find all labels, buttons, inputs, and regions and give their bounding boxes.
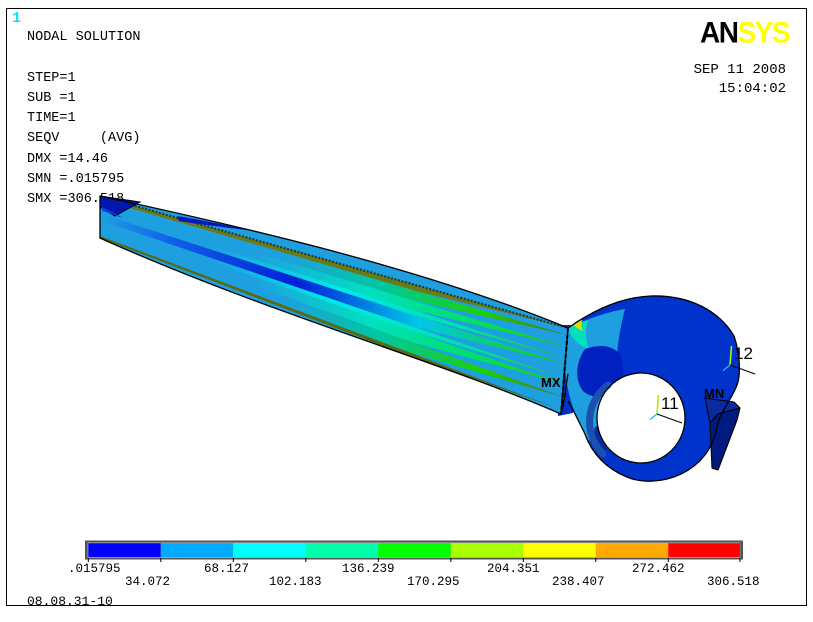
svg-text:272.462: 272.462 xyxy=(632,562,685,576)
svg-text:08.08.31-10: 08.08.31-10 xyxy=(27,594,113,609)
svg-text:102.183: 102.183 xyxy=(269,575,322,589)
svg-text:306.518: 306.518 xyxy=(707,575,760,589)
svg-text:238.407: 238.407 xyxy=(552,575,605,589)
svg-text:170.295: 170.295 xyxy=(407,575,460,589)
svg-text:MN: MN xyxy=(704,386,724,401)
svg-text:204.351: 204.351 xyxy=(487,562,540,576)
svg-text:34.072: 34.072 xyxy=(125,575,170,589)
svg-text:12: 12 xyxy=(734,344,753,363)
svg-text:MX: MX xyxy=(541,375,561,390)
svg-text:11: 11 xyxy=(661,394,679,413)
svg-text:68.127: 68.127 xyxy=(204,562,249,576)
svg-text:.015795: .015795 xyxy=(68,562,121,576)
svg-text:136.239: 136.239 xyxy=(342,562,395,576)
